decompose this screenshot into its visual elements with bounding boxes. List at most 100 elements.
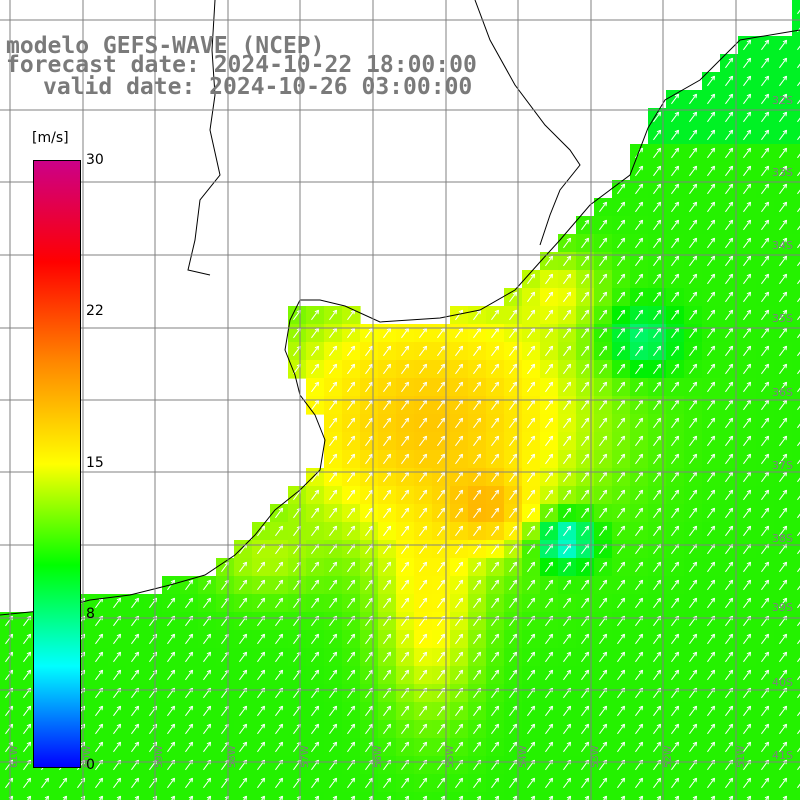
wind-arrow	[599, 273, 608, 285]
wind-arrow	[437, 363, 446, 375]
wind-arrow	[527, 651, 536, 663]
wind-arrow	[671, 381, 680, 393]
wind-arrow	[797, 711, 800, 717]
wind-arrow	[725, 183, 734, 195]
wind-cell	[792, 216, 800, 235]
wind-cell	[792, 108, 800, 127]
wind-cell	[792, 288, 800, 307]
wind-cell	[666, 792, 685, 800]
wind-arrow	[653, 741, 662, 753]
wind-arrow	[527, 273, 536, 285]
wind-cell	[414, 792, 433, 800]
wind-arrow	[581, 255, 590, 267]
wind-cell	[792, 720, 800, 739]
wind-arrow	[581, 489, 590, 501]
wind-arrow	[617, 453, 626, 465]
colorbar-tick: 0	[86, 757, 95, 773]
wind-arrow	[581, 579, 590, 591]
wind-arrow	[311, 309, 320, 321]
wind-arrow	[347, 633, 356, 645]
wind-arrow	[581, 507, 590, 519]
wind-arrow	[545, 309, 554, 321]
wind-arrow	[545, 417, 554, 429]
wind-arrow	[347, 597, 356, 609]
wind-arrow	[689, 147, 698, 159]
wind-arrow	[599, 381, 608, 393]
wind-arrow	[689, 309, 698, 321]
wind-arrow	[455, 453, 464, 465]
wind-arrow	[761, 435, 770, 447]
wind-cell	[792, 450, 800, 469]
wind-arrow	[779, 489, 788, 501]
wind-arrow	[401, 651, 410, 663]
wind-arrow	[581, 417, 590, 429]
wind-arrow	[59, 777, 68, 789]
wind-arrow	[707, 291, 716, 303]
wind-arrow	[509, 417, 518, 429]
wind-arrow	[761, 183, 770, 195]
wind-arrow	[401, 381, 410, 393]
wind-arrow	[671, 723, 680, 735]
wind-arrow	[797, 549, 800, 555]
wind-arrow	[656, 795, 662, 800]
wind-arrow	[437, 633, 446, 645]
wind-arrow	[761, 111, 770, 123]
wind-arrow	[599, 255, 608, 267]
wind-arrow	[581, 633, 590, 645]
wind-arrow	[671, 651, 680, 663]
wind-arrow	[797, 657, 800, 663]
wind-arrow	[419, 561, 428, 573]
wind-arrow	[563, 489, 572, 501]
wind-arrow	[527, 669, 536, 681]
wind-arrow	[707, 435, 716, 447]
wind-arrow	[527, 561, 536, 573]
wind-arrow	[257, 723, 266, 735]
wind-arrow	[617, 723, 626, 735]
wind-arrow	[527, 291, 536, 303]
wind-arrow	[23, 777, 32, 789]
wind-arrow	[761, 345, 770, 357]
wind-arrow	[365, 363, 374, 375]
wind-arrow	[779, 219, 788, 231]
wind-cell	[540, 792, 559, 800]
wind-arrow	[455, 363, 464, 375]
wind-arrow	[185, 669, 194, 681]
wind-arrow	[275, 525, 284, 537]
wind-arrow	[401, 633, 410, 645]
wind-arrow	[329, 363, 338, 375]
wind-arrow	[491, 453, 500, 465]
wind-arrow	[185, 741, 194, 753]
wind-arrow	[113, 723, 122, 735]
lat-label: 36S	[772, 386, 793, 399]
wind-arrow	[401, 741, 410, 753]
wind-arrow	[491, 633, 500, 645]
wind-arrow	[419, 417, 428, 429]
wind-arrow	[725, 75, 734, 87]
wind-arrow	[707, 597, 716, 609]
wind-arrow	[455, 741, 464, 753]
lat-label: 37S	[772, 459, 793, 472]
wind-arrow	[689, 291, 698, 303]
wind-arrow	[689, 777, 698, 789]
forecast-date: forecast date: 2024-10-22 18:00:00	[6, 52, 477, 78]
wind-arrow	[239, 777, 248, 789]
wind-arrow	[275, 777, 284, 789]
lat-label: 39S	[772, 601, 793, 614]
wind-cell	[792, 666, 800, 685]
wind-arrow	[527, 309, 536, 321]
wind-arrow	[95, 777, 104, 789]
wind-arrow	[185, 651, 194, 663]
wind-arrow	[473, 561, 482, 573]
wind-arrow	[635, 705, 644, 717]
wind-arrow	[797, 765, 800, 771]
wind-arrow	[203, 597, 212, 609]
wind-arrow	[275, 633, 284, 645]
wind-cell	[18, 792, 37, 800]
wind-arrow	[617, 507, 626, 519]
wind-arrow	[365, 597, 374, 609]
wind-arrow	[347, 435, 356, 447]
wind-arrow	[599, 453, 608, 465]
wind-arrow	[23, 633, 32, 645]
wind-arrow	[581, 363, 590, 375]
wind-cell	[792, 486, 800, 505]
